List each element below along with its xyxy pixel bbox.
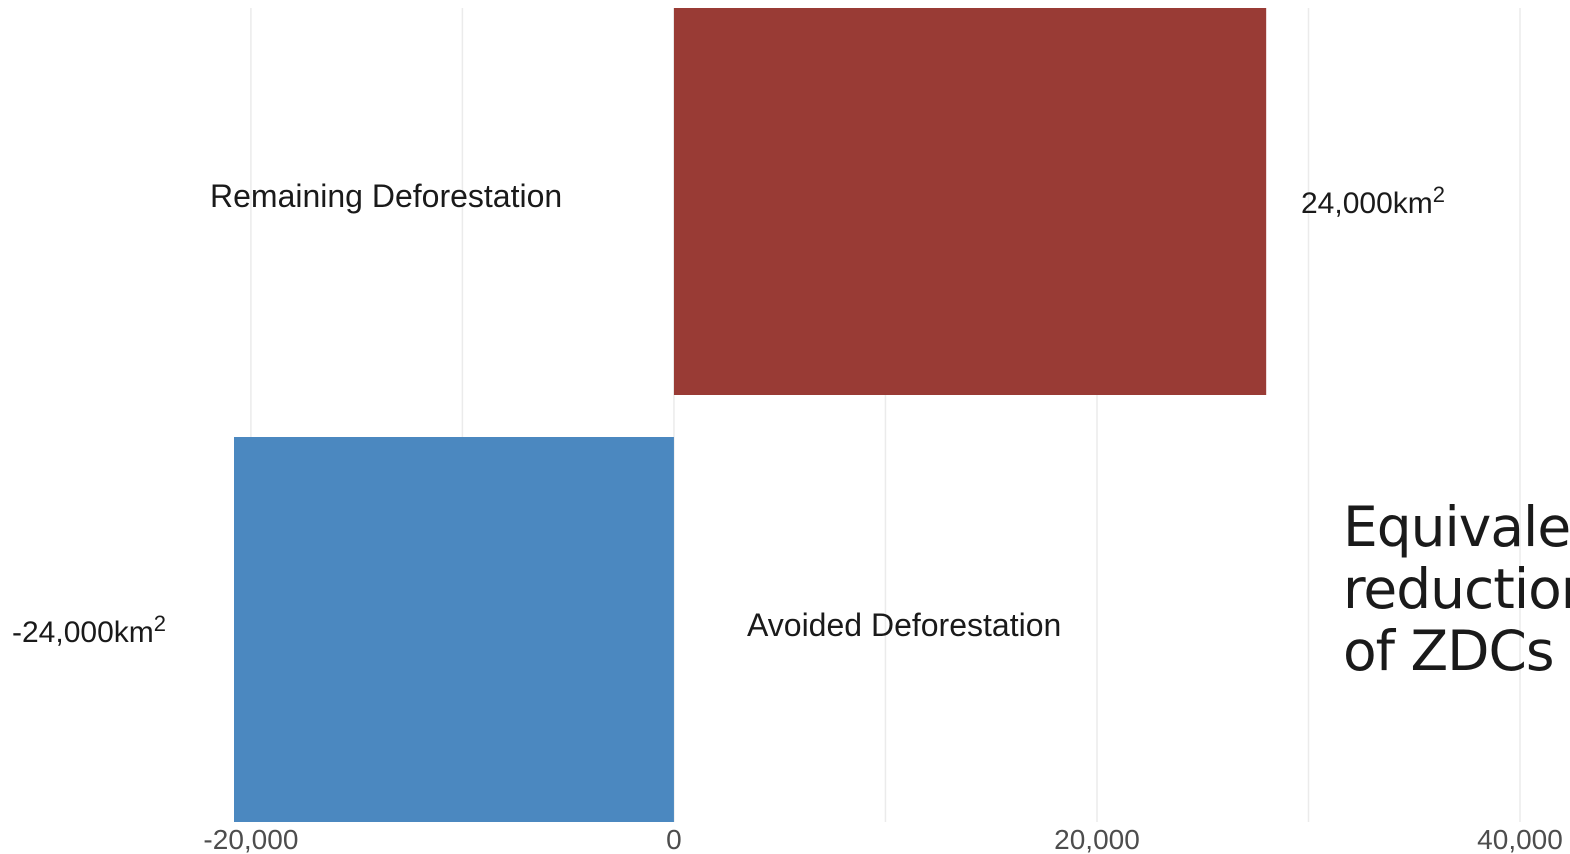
x-tick-label: 40,000 — [1477, 824, 1563, 854]
value-label-base: -24,000km — [12, 616, 154, 649]
value-label: -24,000km2 — [12, 611, 166, 649]
x-tick-label: 0 — [666, 824, 682, 854]
annotation-line: reduction — [1343, 557, 1570, 621]
bar-avoided-deforestation — [234, 437, 674, 822]
annotation-line: of ZDCs — [1343, 619, 1555, 683]
labels: Remaining Deforestation 24,000km2Avoided … — [12, 178, 1445, 649]
category-label: Remaining Deforestation — [210, 178, 562, 214]
annotation-text: Equivalenreductionof ZDCs — [1343, 496, 1570, 682]
x-axis-ticks: -20,000 0 20,000 40,000 — [203, 824, 1562, 854]
bar-remaining-deforestation — [673, 8, 1267, 395]
annotation-line: Equivalen — [1343, 495, 1570, 559]
value-label-superscript: 2 — [1433, 182, 1445, 207]
value-label-superscript: 2 — [154, 611, 166, 636]
category-label: Avoided Deforestation — [747, 607, 1061, 643]
bars — [234, 8, 1267, 822]
value-label: 24,000km2 — [1301, 182, 1445, 220]
x-tick-label: -20,000 — [203, 824, 298, 854]
x-tick-label: 20,000 — [1054, 824, 1140, 854]
value-label-base: 24,000km — [1301, 187, 1433, 220]
